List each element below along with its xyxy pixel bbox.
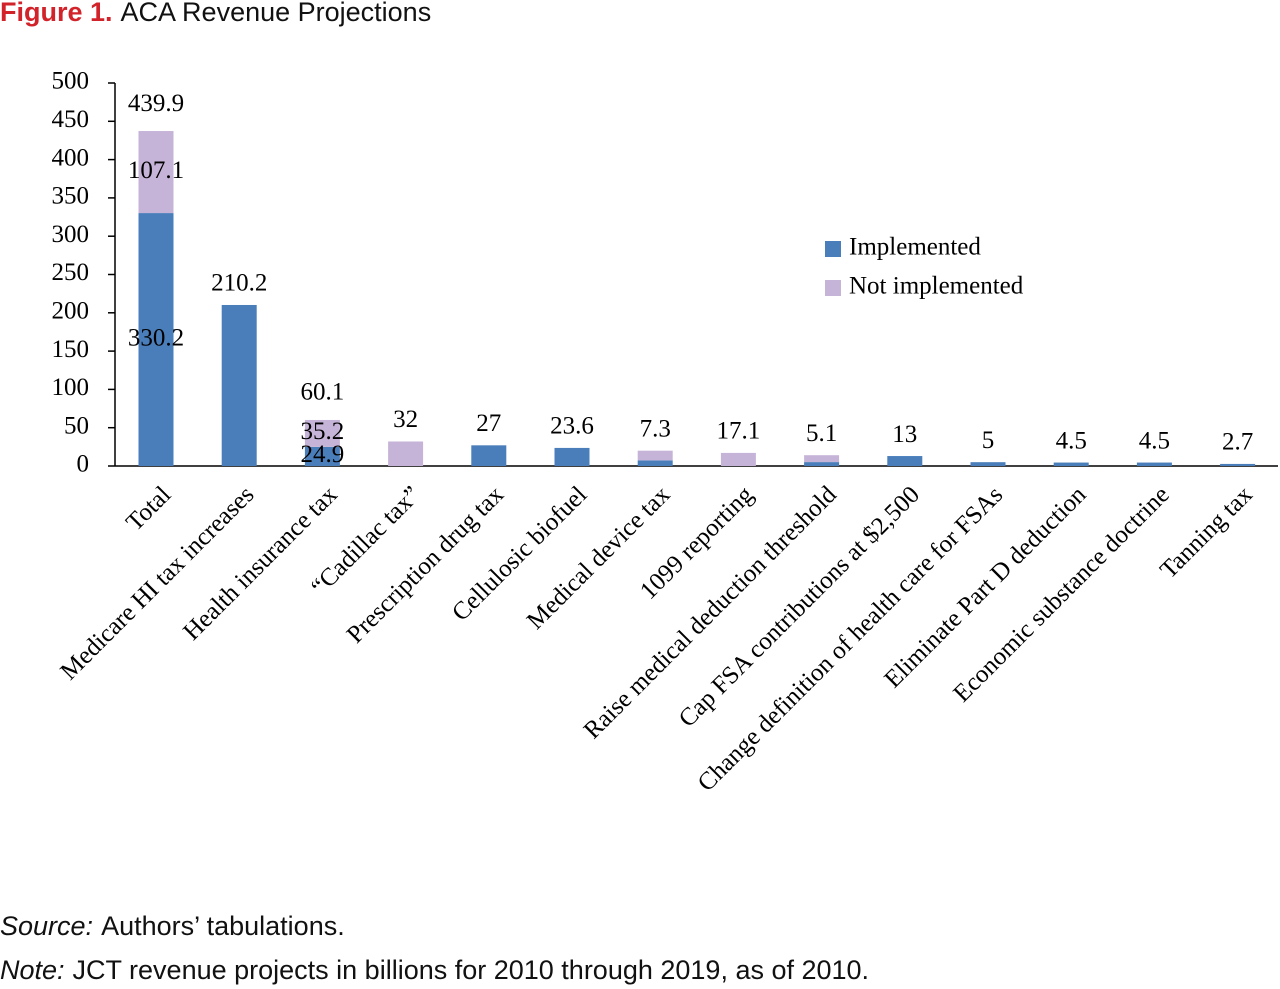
data-label: 5 xyxy=(982,427,995,454)
legend-label: Implemented xyxy=(849,234,981,261)
x-tick-label: Health insurance tax xyxy=(178,481,343,646)
y-tick-label: 500 xyxy=(52,68,90,95)
data-label: 17.1 xyxy=(717,418,761,445)
y-tick-label: 0 xyxy=(77,451,90,478)
y-tick-label: 50 xyxy=(64,412,89,439)
y-tick-label: 350 xyxy=(52,183,90,210)
x-tick-label: Change definition of health care for FSA… xyxy=(693,481,1009,797)
chart-title: ACA Revenue Projections xyxy=(121,0,432,27)
bar-segment xyxy=(304,419,340,447)
bar-segment xyxy=(138,131,174,214)
figure-label: Figure 1. xyxy=(0,0,113,27)
bar-segment xyxy=(1136,462,1172,466)
data-label: 13 xyxy=(892,421,917,448)
bar-segment xyxy=(637,450,673,461)
data-label: 35.2 xyxy=(301,418,345,445)
bar-segment xyxy=(720,452,756,466)
bar-segment xyxy=(388,441,424,466)
legend-label: Not implemented xyxy=(849,273,1024,300)
y-tick-label: 150 xyxy=(52,336,90,363)
data-label: 32 xyxy=(393,406,418,433)
data-label: 4.5 xyxy=(1139,427,1170,454)
bar-segment xyxy=(1053,462,1089,466)
x-tick-label: Prescription drug tax xyxy=(342,481,510,649)
bar-segment xyxy=(804,455,840,463)
note-text: JCT revenue projects in billions for 201… xyxy=(73,955,870,985)
source: Source: Authors’ tabulations. xyxy=(0,911,345,941)
bar-segment xyxy=(970,462,1006,466)
bar-segment xyxy=(304,446,340,466)
chart-title-group: Figure 1. ACA Revenue Projections xyxy=(0,0,431,27)
data-label: 2.7 xyxy=(1222,429,1253,456)
bar-segment xyxy=(637,460,673,466)
source-text: Authors’ tabulations. xyxy=(101,911,345,941)
x-tick-label: Medical device tax xyxy=(522,481,676,635)
data-label: 23.6 xyxy=(550,413,594,440)
data-label: 4.5 xyxy=(1056,427,1087,454)
bar-segment xyxy=(471,445,507,466)
source-label: Source: xyxy=(0,911,93,941)
bar-segment xyxy=(221,304,257,466)
data-label: 330.2 xyxy=(128,324,184,351)
bar-segment xyxy=(1220,463,1256,466)
legend-swatch xyxy=(825,241,841,257)
data-label: 27 xyxy=(476,410,501,437)
total-label: 439.9 xyxy=(128,90,184,117)
y-tick-label: 400 xyxy=(52,144,90,171)
bar-segment xyxy=(887,456,923,466)
data-label: 5.1 xyxy=(806,420,837,447)
bar-segment xyxy=(138,213,174,466)
note: Note: JCT revenue projects in billions fo… xyxy=(0,955,869,985)
y-tick-label: 200 xyxy=(52,298,90,325)
y-tick-label: 450 xyxy=(52,106,90,133)
y-tick-label: 250 xyxy=(52,259,90,286)
data-label: 107.1 xyxy=(128,157,184,184)
data-label: 210.2 xyxy=(211,270,267,297)
data-label: 24.9 xyxy=(301,441,345,468)
y-tick-label: 100 xyxy=(52,374,90,401)
y-tick-label: 300 xyxy=(52,221,90,248)
legend-swatch xyxy=(825,280,841,296)
note-label: Note: xyxy=(0,955,65,985)
data-label: 7.3 xyxy=(640,415,671,442)
x-tick-label: Total xyxy=(121,481,176,536)
bar-segment xyxy=(554,447,590,466)
bar-segment xyxy=(804,462,840,466)
total-label: 60.1 xyxy=(301,379,345,406)
